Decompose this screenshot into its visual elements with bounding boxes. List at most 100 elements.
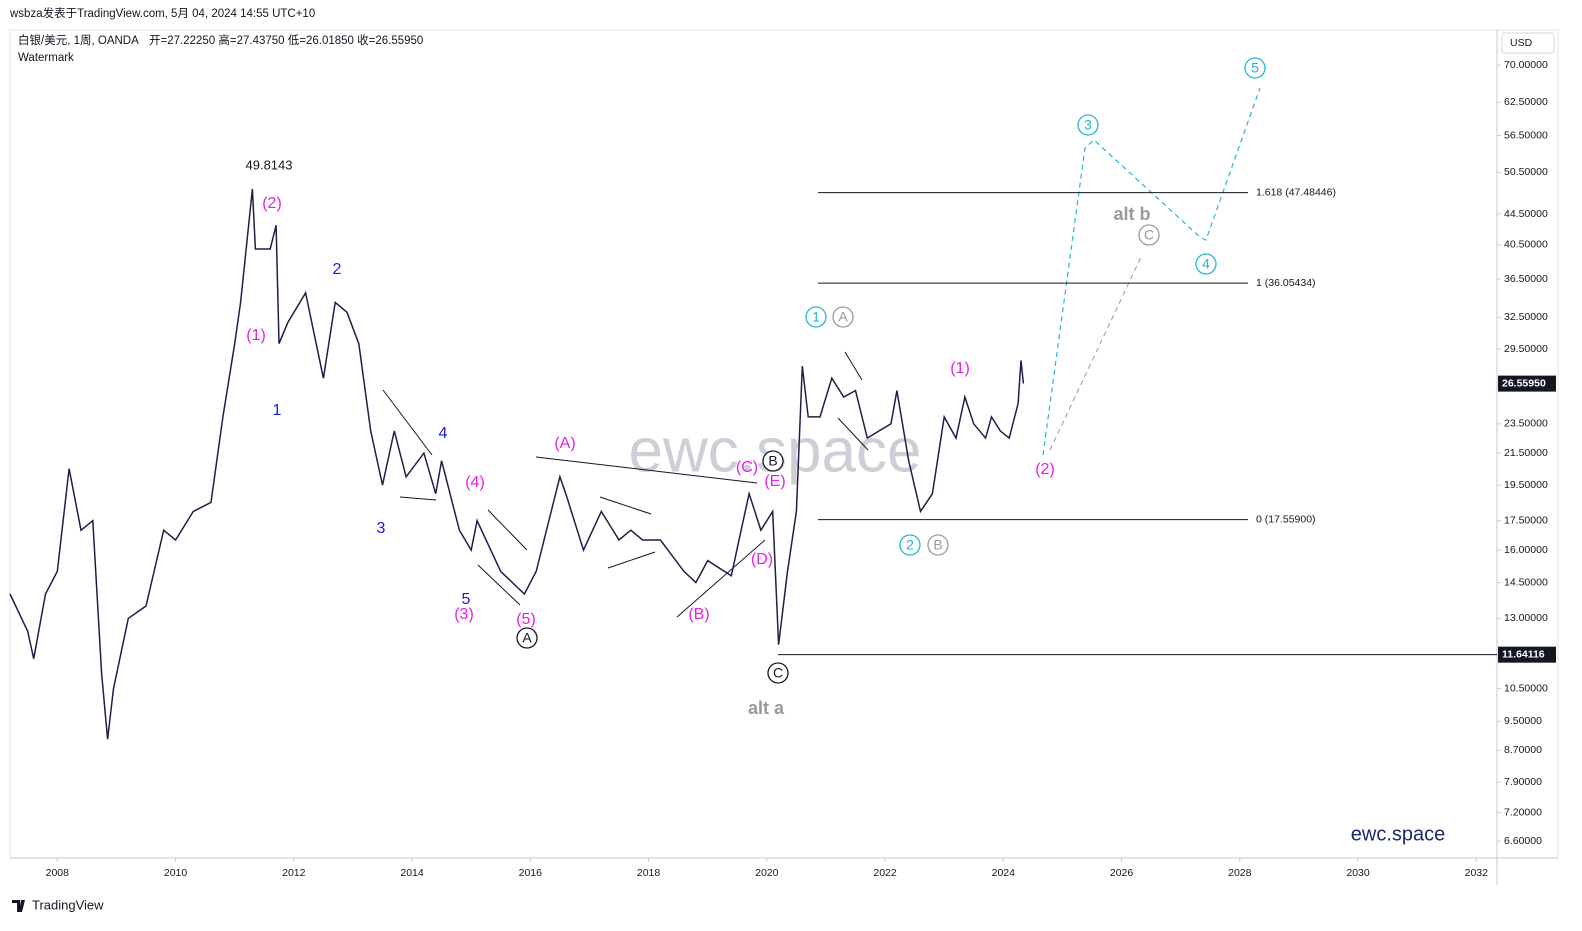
wave-label: 5 xyxy=(1251,60,1259,76)
y-tick-label: 7.90000 xyxy=(1504,776,1542,788)
symbol: 白银/美元, 1周, OANDA xyxy=(18,33,139,47)
wave-circle xyxy=(516,627,538,649)
ohlc: 开=27.22250 高=27.43750 低=26.01850 收=26.55… xyxy=(149,33,423,47)
wave-label: (2) xyxy=(1035,461,1055,478)
x-tick-label: 2016 xyxy=(519,867,543,879)
wave-label: 1 xyxy=(273,402,282,419)
brand: ewc.space xyxy=(1351,823,1446,845)
wave-label: (C) xyxy=(736,459,758,476)
y-tick-label: 14.50000 xyxy=(1504,576,1548,588)
wave-label: A xyxy=(838,309,848,325)
projections xyxy=(1042,87,1261,456)
wave-circle xyxy=(899,534,921,556)
y-tick-label: 62.50000 xyxy=(1504,96,1548,108)
wave-label: (1) xyxy=(950,360,970,377)
indicator: Watermark xyxy=(18,52,74,64)
currency-box[interactable] xyxy=(1501,32,1555,54)
wave-label: (1) xyxy=(246,327,266,344)
x-tick-label: 2024 xyxy=(992,867,1016,879)
trendline xyxy=(477,564,521,606)
x-tick-label: 2030 xyxy=(1346,867,1370,879)
fib-label: 1.618 (47.48446) xyxy=(1256,186,1336,198)
x-tick-label: 2032 xyxy=(1465,867,1489,879)
wave-circle xyxy=(805,306,827,328)
wave-label: (B) xyxy=(688,606,709,623)
trendline xyxy=(382,389,433,456)
wave-circle xyxy=(767,662,789,684)
trendline xyxy=(676,539,766,618)
footer-logo xyxy=(12,900,25,912)
wave-circle xyxy=(762,450,784,472)
wave-label: (3) xyxy=(454,606,474,623)
y-tick-label: 21.50000 xyxy=(1504,447,1548,459)
y-tick-label: 40.50000 xyxy=(1504,239,1548,251)
wave-label: (2) xyxy=(262,195,282,212)
wave-label: 1 xyxy=(812,309,820,325)
x-tick-label: 2026 xyxy=(1110,867,1134,879)
wave-circle xyxy=(1077,114,1099,136)
price-tag xyxy=(1498,646,1556,663)
fib-label: 0 (17.55900) xyxy=(1256,513,1316,525)
trendline xyxy=(607,551,656,569)
wave-label: (E) xyxy=(764,473,785,490)
wave-label: alt b xyxy=(1113,204,1150,224)
fib-label: 1 (36.05434) xyxy=(1256,277,1316,289)
wave-label: 3 xyxy=(1084,117,1092,133)
x-tick-label: 2008 xyxy=(46,867,70,879)
y-tick-label: 16.00000 xyxy=(1504,544,1548,556)
y-tick-label: 19.50000 xyxy=(1504,479,1548,491)
y-tick-label: 50.50000 xyxy=(1504,166,1548,178)
y-tick-label: 44.50000 xyxy=(1504,208,1548,220)
trendline xyxy=(487,509,528,551)
wave-circle xyxy=(1138,224,1160,246)
wave-label: C xyxy=(773,665,783,681)
projection xyxy=(1049,254,1143,451)
last-price-tag xyxy=(1498,375,1556,392)
wave-label: B xyxy=(933,537,942,553)
y-tick-label: 17.50000 xyxy=(1504,514,1548,526)
last-price-label: 26.55950 xyxy=(1502,377,1546,389)
trendline xyxy=(399,496,437,501)
y-tick-label: 23.50000 xyxy=(1504,418,1548,430)
wave-label: 5 xyxy=(462,591,471,608)
y-tick-label: 13.00000 xyxy=(1504,612,1548,624)
y-tick-label: 29.50000 xyxy=(1504,343,1548,355)
x-tick-label: 2012 xyxy=(282,867,306,879)
wave-label: 49.8143 xyxy=(246,157,293,172)
x-tick-label: 2018 xyxy=(637,867,661,879)
y-tick-label: 32.50000 xyxy=(1504,311,1548,323)
trendlines xyxy=(382,351,869,618)
currency[interactable]: USD xyxy=(1510,37,1533,49)
wave-label: (A) xyxy=(554,435,575,452)
projection xyxy=(1042,87,1261,456)
wave-circle xyxy=(1244,57,1266,79)
price-tag-label: 11.64116 xyxy=(1502,648,1545,660)
x-tick-label: 2014 xyxy=(400,867,424,879)
y-tick-label: 6.60000 xyxy=(1504,835,1542,847)
trendline xyxy=(599,496,652,515)
trendline xyxy=(535,456,758,484)
wave-label: 2 xyxy=(333,261,342,278)
wave-circle xyxy=(832,306,854,328)
x-tick-label: 2028 xyxy=(1228,867,1252,879)
wave-label: 3 xyxy=(377,520,386,537)
y-tick-label: 36.50000 xyxy=(1504,273,1548,285)
wave-label: B xyxy=(768,453,777,469)
y-tick-label: 9.50000 xyxy=(1504,715,1542,727)
price-line-series xyxy=(9,189,1025,740)
wave-label: A xyxy=(522,630,532,646)
x-tick-label: 2022 xyxy=(873,867,897,879)
publisher: wsbza发表于TradingView.com, 5月 04, 2024 14:… xyxy=(9,6,315,20)
wave-circle xyxy=(927,534,949,556)
wave-label: alt a xyxy=(748,698,785,718)
y-tick-label: 8.70000 xyxy=(1504,744,1542,756)
wave-label: 2 xyxy=(906,537,914,553)
y-tick-label: 56.50000 xyxy=(1504,129,1548,141)
wave-label: C xyxy=(1144,227,1154,243)
y-tick-label: 10.50000 xyxy=(1504,682,1548,694)
x-tick-label: 2020 xyxy=(755,867,779,879)
wave-label: (5) xyxy=(516,611,536,628)
trendline xyxy=(844,351,863,381)
wave-label: (4) xyxy=(465,474,485,491)
